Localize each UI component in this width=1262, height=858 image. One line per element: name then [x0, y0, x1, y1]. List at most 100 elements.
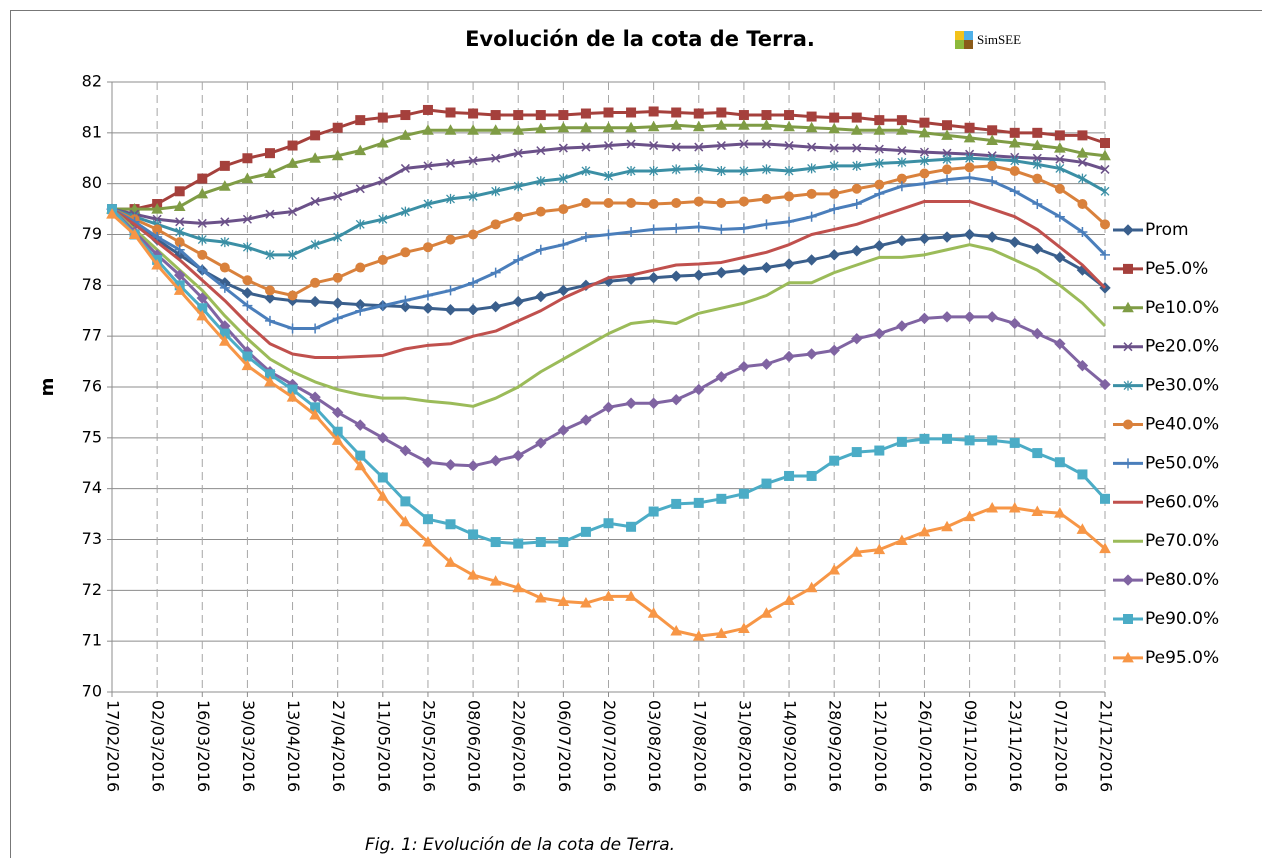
marker — [964, 172, 975, 183]
marker — [490, 537, 501, 548]
marker — [242, 275, 253, 286]
marker — [760, 358, 773, 370]
marker — [151, 258, 163, 270]
marker — [400, 247, 411, 258]
marker — [444, 304, 457, 316]
marker — [264, 285, 275, 296]
marker — [399, 129, 412, 140]
marker — [761, 478, 772, 489]
marker — [377, 472, 388, 483]
marker — [355, 305, 366, 316]
marker — [400, 110, 411, 121]
x-tick-label: 17/08/2016 — [690, 700, 709, 792]
marker — [1054, 211, 1065, 222]
marker — [354, 459, 367, 471]
marker — [603, 197, 614, 208]
marker — [647, 272, 660, 284]
marker — [535, 244, 546, 255]
logo-square — [964, 40, 973, 49]
marker — [986, 501, 999, 513]
marker — [175, 226, 185, 237]
marker — [603, 141, 614, 151]
legend-item: Pe5.0% — [1113, 259, 1208, 279]
marker — [197, 234, 207, 245]
marker — [535, 537, 546, 548]
x-tick-label: 13/04/2016 — [284, 700, 303, 792]
marker — [918, 525, 931, 537]
marker — [354, 144, 367, 156]
marker — [987, 435, 998, 446]
marker — [580, 526, 591, 537]
marker — [1123, 458, 1133, 469]
marker — [693, 221, 704, 232]
marker — [670, 394, 682, 406]
marker — [919, 168, 930, 179]
marker — [242, 153, 253, 164]
marker — [1008, 136, 1021, 148]
marker — [919, 147, 929, 157]
marker — [693, 196, 704, 207]
marker — [151, 203, 163, 214]
marker — [1010, 155, 1020, 166]
marker — [376, 490, 389, 501]
marker — [941, 231, 953, 243]
marker — [1054, 338, 1066, 350]
marker — [716, 224, 727, 235]
marker — [128, 228, 141, 239]
marker — [738, 196, 749, 207]
marker — [241, 172, 254, 184]
caption: Fig. 1: Evolución de la cota de Terra. — [365, 835, 675, 855]
marker — [512, 295, 524, 308]
marker — [760, 261, 773, 274]
marker — [286, 157, 299, 168]
marker — [197, 218, 207, 228]
marker — [557, 284, 570, 297]
marker — [355, 115, 366, 126]
marker — [288, 207, 298, 217]
marker — [355, 184, 365, 194]
marker — [558, 110, 569, 121]
legend-label: Prom — [1145, 220, 1189, 240]
logo-square — [955, 31, 964, 40]
marker — [738, 119, 750, 130]
marker — [852, 160, 862, 171]
marker — [648, 506, 659, 517]
marker — [671, 142, 681, 152]
marker — [829, 112, 840, 123]
marker — [220, 217, 230, 227]
marker — [513, 211, 524, 222]
marker — [671, 498, 682, 509]
y-tick-label: 70 — [82, 682, 102, 701]
marker — [784, 141, 794, 151]
marker — [941, 520, 953, 532]
marker — [1032, 159, 1042, 170]
marker — [647, 120, 660, 132]
marker — [873, 327, 886, 340]
x-tick-label: 21/12/2016 — [1097, 700, 1116, 792]
marker — [670, 270, 682, 282]
marker — [332, 313, 343, 324]
x-tick-label: 17/02/2016 — [104, 700, 123, 792]
marker — [581, 142, 591, 152]
marker — [197, 173, 208, 184]
marker — [942, 164, 953, 175]
legend-label: Pe50.0% — [1145, 453, 1219, 473]
series — [106, 203, 1111, 316]
marker — [626, 521, 637, 532]
y-tick-label: 76 — [82, 377, 102, 396]
marker — [445, 285, 456, 296]
marker — [649, 141, 659, 151]
marker — [1077, 157, 1087, 167]
y-tick-label: 73 — [82, 529, 102, 548]
legend-label: Pe80.0% — [1145, 570, 1219, 590]
marker — [309, 152, 321, 163]
marker — [445, 107, 456, 118]
marker — [467, 569, 479, 580]
marker — [1031, 139, 1044, 151]
x-tick-label: 14/09/2016 — [781, 700, 800, 792]
chart-frame — [10, 10, 1262, 858]
marker — [422, 290, 433, 301]
marker — [1076, 523, 1089, 534]
marker — [648, 106, 659, 117]
marker — [647, 397, 660, 409]
